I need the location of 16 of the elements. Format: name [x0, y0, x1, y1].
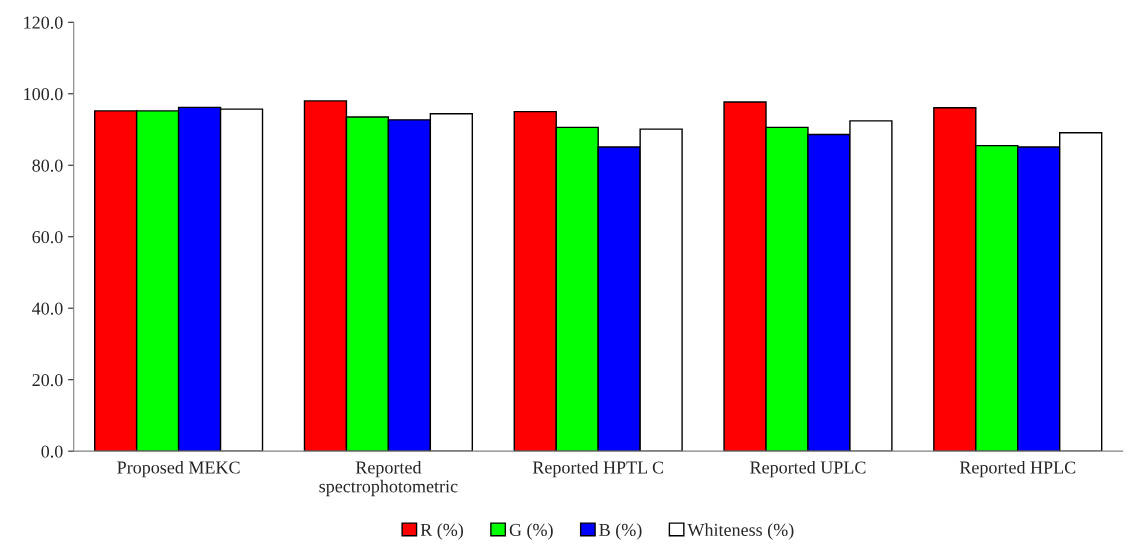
- legend-label: R (%): [420, 523, 464, 540]
- y-tick-label: 20.0: [32, 373, 63, 387]
- y-tick-label: 40.0: [32, 302, 63, 315]
- legend-label: Whiteness (%): [687, 523, 794, 540]
- x-tick-label: Reported UPLC: [750, 460, 866, 478]
- y-tick-label: 100.0: [24, 88, 63, 101]
- legend-label: G (%): [509, 523, 553, 540]
- legend-label: B (%): [599, 523, 642, 540]
- y-tick-label: 60.0: [32, 230, 63, 244]
- x-tick-label: Reported HPTL C: [532, 460, 664, 478]
- x-tick-label: Reported spectrophotometric: [319, 460, 458, 497]
- y-tick-label: 120.0: [24, 16, 63, 29]
- x-tick-label: Proposed MEKC: [117, 460, 240, 478]
- y-tick-label: 80.0: [32, 159, 63, 172]
- x-tick-label: Reported HPLC: [959, 460, 1076, 478]
- y-tick-label: 0.0: [41, 445, 63, 458]
